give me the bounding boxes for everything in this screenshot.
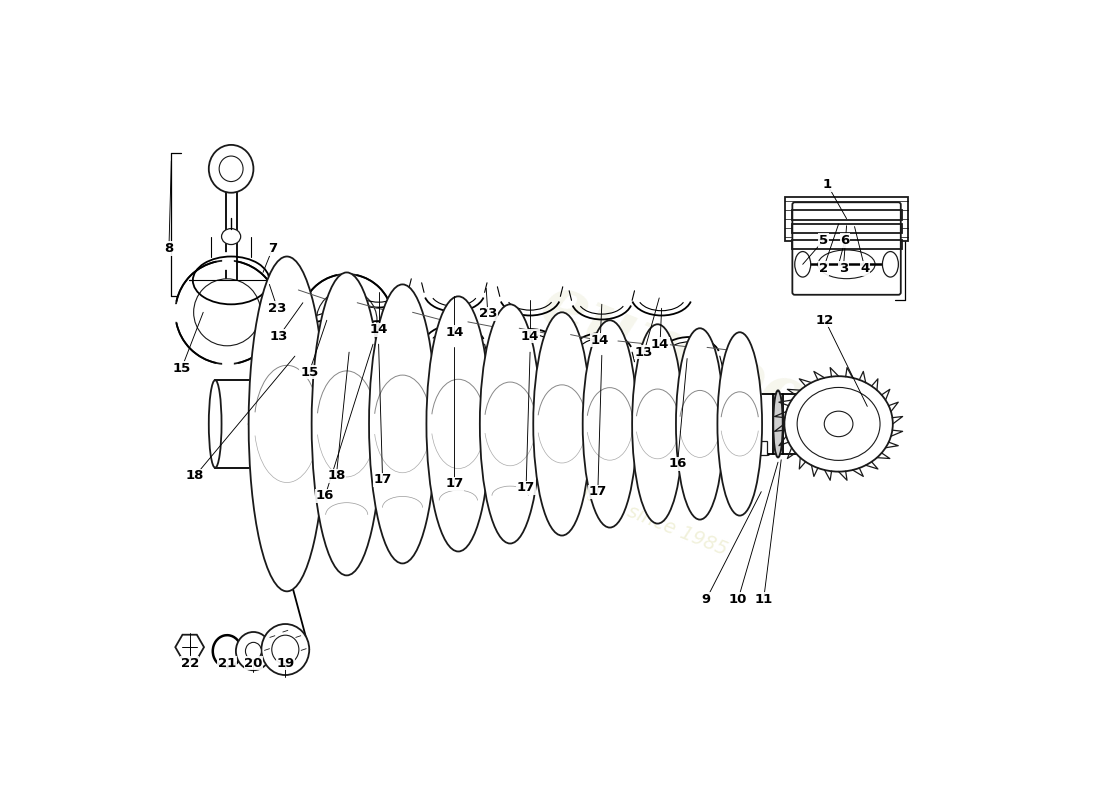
Text: 1: 1 — [823, 178, 832, 191]
Ellipse shape — [882, 251, 899, 277]
Text: 15: 15 — [173, 362, 190, 374]
Text: 11: 11 — [755, 593, 773, 606]
Text: 21: 21 — [218, 657, 236, 670]
Ellipse shape — [859, 410, 876, 438]
Text: 14: 14 — [591, 334, 609, 346]
Text: 17: 17 — [517, 481, 536, 494]
Text: 13: 13 — [635, 346, 653, 358]
Text: 14: 14 — [370, 323, 388, 336]
Text: 13: 13 — [270, 330, 288, 342]
Ellipse shape — [194, 279, 261, 346]
Ellipse shape — [317, 290, 377, 350]
Ellipse shape — [632, 324, 683, 523]
FancyBboxPatch shape — [221, 356, 233, 373]
Ellipse shape — [480, 304, 540, 543]
Text: a passion for parts since 1985: a passion for parts since 1985 — [450, 432, 730, 560]
Ellipse shape — [794, 251, 811, 277]
Ellipse shape — [209, 380, 221, 468]
Text: 16: 16 — [316, 489, 334, 502]
Ellipse shape — [583, 320, 637, 527]
Text: 10: 10 — [729, 593, 747, 606]
Text: 17: 17 — [446, 478, 463, 490]
Text: 9: 9 — [702, 593, 711, 606]
Text: 12: 12 — [816, 314, 834, 326]
FancyBboxPatch shape — [785, 197, 908, 241]
Ellipse shape — [784, 376, 893, 472]
Ellipse shape — [534, 312, 591, 535]
Ellipse shape — [773, 390, 783, 458]
Text: 7: 7 — [268, 242, 277, 255]
Text: 22: 22 — [180, 657, 199, 670]
Ellipse shape — [824, 411, 852, 437]
Text: europes: europes — [531, 267, 856, 454]
Ellipse shape — [818, 250, 876, 278]
FancyBboxPatch shape — [792, 202, 901, 294]
Ellipse shape — [235, 632, 271, 670]
Text: 14: 14 — [521, 330, 539, 342]
Text: 15: 15 — [300, 366, 318, 378]
FancyBboxPatch shape — [169, 304, 180, 321]
Text: 23: 23 — [268, 302, 286, 315]
Text: 18: 18 — [327, 470, 345, 482]
Ellipse shape — [219, 156, 243, 182]
Ellipse shape — [368, 285, 436, 563]
Ellipse shape — [311, 273, 382, 575]
FancyBboxPatch shape — [296, 313, 306, 327]
Text: 14: 14 — [651, 338, 669, 350]
Text: 14: 14 — [446, 326, 463, 338]
Ellipse shape — [175, 261, 279, 364]
Text: 18: 18 — [186, 470, 205, 482]
Ellipse shape — [300, 274, 393, 366]
Ellipse shape — [221, 229, 241, 245]
Text: 19: 19 — [276, 657, 295, 670]
Ellipse shape — [798, 387, 880, 460]
Text: 6: 6 — [840, 234, 849, 247]
Text: 17: 17 — [374, 474, 392, 486]
FancyBboxPatch shape — [342, 359, 352, 374]
Text: 5: 5 — [818, 234, 828, 247]
Ellipse shape — [272, 635, 299, 664]
FancyBboxPatch shape — [274, 304, 285, 321]
Ellipse shape — [717, 332, 762, 515]
FancyBboxPatch shape — [756, 441, 767, 455]
Text: 8: 8 — [164, 242, 174, 255]
FancyBboxPatch shape — [342, 267, 352, 282]
Text: 20: 20 — [244, 657, 263, 670]
Ellipse shape — [249, 257, 326, 591]
Ellipse shape — [676, 328, 724, 519]
Text: 3: 3 — [839, 262, 848, 275]
Text: 17: 17 — [588, 485, 607, 498]
FancyBboxPatch shape — [388, 313, 398, 327]
Ellipse shape — [427, 296, 491, 551]
Text: 16: 16 — [669, 458, 686, 470]
Text: 4: 4 — [860, 262, 869, 275]
Ellipse shape — [245, 642, 262, 660]
Text: 23: 23 — [478, 307, 497, 321]
Ellipse shape — [262, 624, 309, 675]
Text: 2: 2 — [818, 262, 828, 275]
Ellipse shape — [209, 145, 253, 193]
FancyBboxPatch shape — [221, 252, 233, 269]
